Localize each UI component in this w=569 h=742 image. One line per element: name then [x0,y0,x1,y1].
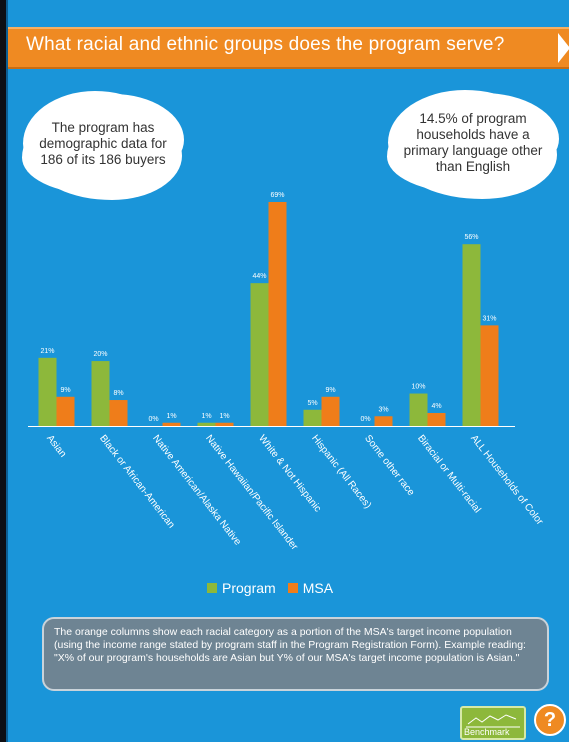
data-label-program-3: 1% [201,413,211,420]
bar-program-5 [303,409,322,426]
data-label-program-2: 0% [148,416,158,423]
callout-text: The program has demographic data for 186… [39,120,167,167]
category-label-6: Some other race [362,433,416,498]
bar-msa-3 [215,422,234,426]
data-label-program-1: 20% [93,351,107,358]
data-label-program-7: 10% [411,384,425,391]
bar-program-7 [409,393,428,426]
category-label-2: Native American/Alaska Native [150,433,243,548]
data-label-msa-8: 31% [482,315,496,322]
category-label-3: Native Hawaiian/Pacific Islander [203,433,300,553]
data-label-program-8: 56% [464,234,478,241]
data-label-msa-4: 69% [270,192,284,199]
data-label-program-4: 44% [252,273,266,280]
data-label-msa-1: 8% [113,390,123,397]
arrow-right-icon [558,33,569,63]
category-label-0: Asian [44,433,68,459]
data-label-program-0: 21% [40,348,54,355]
bar-program-4 [250,283,269,426]
chart-legend: Program MSA [207,580,345,596]
bar-program-0 [38,357,57,426]
data-label-msa-2: 1% [166,413,176,420]
page-title: What racial and ethnic groups does the p… [26,34,505,55]
data-label-msa-5: 9% [325,387,335,394]
explanation-note: The orange columns show each racial cate… [42,617,549,691]
bar-msa-8 [480,325,499,426]
bar-program-3 [197,422,216,426]
bar-program-1 [91,361,110,426]
data-label-msa-6: 3% [378,406,388,413]
category-label-8: ALL Households of Color [468,433,545,528]
bar-program-8 [462,244,481,426]
bar-msa-5 [321,396,340,426]
benchmark-label: Benchmark [464,727,510,737]
data-label-msa-3: 1% [219,413,229,420]
bar-msa-1 [109,400,128,426]
bar-msa-6 [374,416,393,426]
bar-msa-0 [56,396,75,426]
legend-swatch-msa [287,583,298,593]
legend-swatch-program [207,583,217,593]
note-text: The orange columns show each racial cate… [54,626,526,664]
title-bar: What racial and ethnic groups does the p… [8,27,569,69]
callout-text: 14.5% of program households have a prima… [403,111,543,174]
category-label-5: Hispanic (All Races) [309,433,373,511]
bar-msa-4 [268,202,287,426]
benchmark-button[interactable]: Benchmark [460,706,526,740]
callout-cloud-buyers: The program has demographic data for 186… [28,96,178,192]
bar-msa-2 [162,422,181,426]
bar-msa-7 [427,413,446,426]
line-chart-icon [466,714,520,728]
legend-item-msa: MSA [287,580,334,596]
data-label-msa-0: 9% [60,387,70,394]
legend-label: Program [222,580,276,596]
legend-item-program: Program [207,580,276,596]
help-button[interactable]: ? [534,704,566,736]
legend-label: MSA [302,580,334,596]
callout-cloud-language: 14.5% of program households have a prima… [393,95,553,191]
data-label-program-5: 5% [307,400,317,407]
data-label-program-6: 0% [360,416,370,423]
data-label-msa-7: 4% [431,403,441,410]
question-icon: ? [543,708,557,731]
